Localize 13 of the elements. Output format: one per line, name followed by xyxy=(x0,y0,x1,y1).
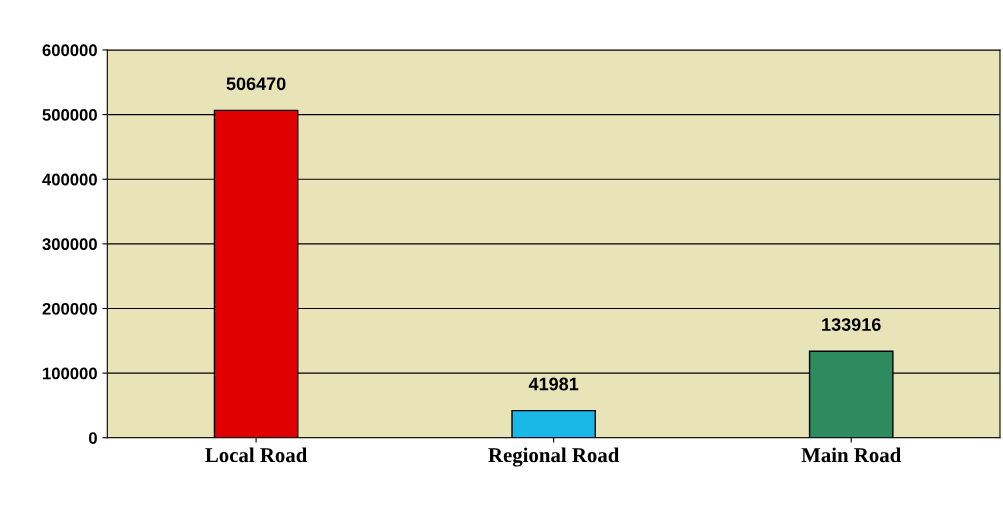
y-tick-label: 400000 xyxy=(42,173,97,186)
y-tick-label: 300000 xyxy=(42,238,97,251)
data-label: 506470 xyxy=(226,77,286,91)
y-tick-label: 0 xyxy=(88,432,97,444)
y-tick-label: 600000 xyxy=(42,44,97,57)
y-tick-label: 100000 xyxy=(43,367,97,380)
data-label: 133916 xyxy=(822,318,881,331)
data-label: 41981 xyxy=(528,377,579,391)
x-tick-label: Regional Road xyxy=(488,447,620,467)
x-tick-label: Local Road xyxy=(205,447,308,463)
x-tick-label: Main Road xyxy=(801,447,902,463)
y-tick-label: 200000 xyxy=(42,302,97,315)
y-tick-label: 500000 xyxy=(42,108,97,121)
